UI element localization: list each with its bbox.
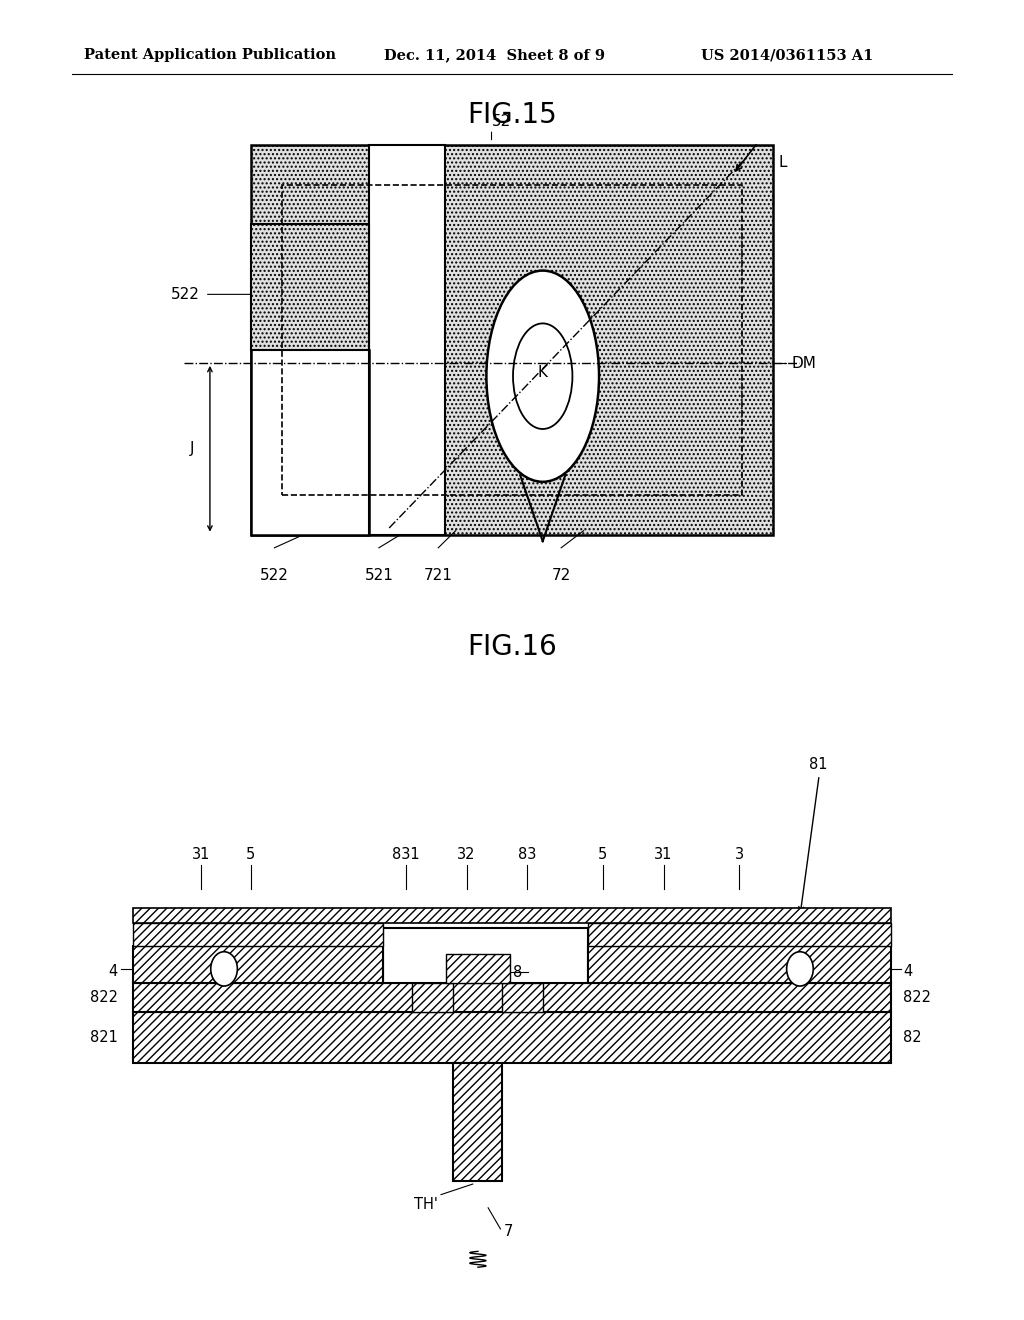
Text: 822: 822 bbox=[90, 990, 118, 1006]
Text: 83: 83 bbox=[518, 847, 537, 862]
Text: 7: 7 bbox=[504, 1224, 513, 1239]
Text: 82: 82 bbox=[903, 1030, 922, 1045]
Text: 522: 522 bbox=[260, 568, 289, 582]
Bar bbox=[251, 145, 773, 535]
Text: 31: 31 bbox=[654, 847, 673, 862]
Bar bbox=[588, 923, 891, 946]
Bar bbox=[133, 1012, 891, 1063]
Text: 8: 8 bbox=[513, 965, 522, 979]
Bar bbox=[369, 145, 445, 535]
Text: L: L bbox=[778, 154, 786, 170]
Bar bbox=[282, 185, 742, 495]
Circle shape bbox=[211, 952, 238, 986]
Polygon shape bbox=[503, 983, 544, 1012]
Text: 31: 31 bbox=[193, 847, 211, 862]
Text: 821: 821 bbox=[90, 1030, 118, 1045]
Bar bbox=[133, 923, 383, 946]
Bar bbox=[133, 908, 891, 923]
Bar bbox=[454, 1063, 503, 1181]
Bar bbox=[251, 350, 369, 535]
Text: Dec. 11, 2014  Sheet 8 of 9: Dec. 11, 2014 Sheet 8 of 9 bbox=[384, 49, 605, 62]
Text: 3: 3 bbox=[735, 847, 743, 862]
Text: FIG.16: FIG.16 bbox=[467, 632, 557, 661]
Polygon shape bbox=[413, 983, 454, 1012]
Bar bbox=[445, 954, 510, 983]
Bar bbox=[133, 946, 383, 983]
Bar bbox=[588, 946, 891, 983]
Text: 522: 522 bbox=[171, 286, 200, 302]
Text: US 2014/0361153 A1: US 2014/0361153 A1 bbox=[701, 49, 873, 62]
Text: 4: 4 bbox=[903, 965, 912, 979]
Ellipse shape bbox=[486, 271, 599, 482]
Text: FIG.15: FIG.15 bbox=[467, 100, 557, 129]
Text: 831: 831 bbox=[392, 847, 420, 862]
Text: J: J bbox=[190, 441, 195, 457]
Text: 52: 52 bbox=[493, 115, 511, 129]
Bar bbox=[383, 928, 588, 983]
Text: TH': TH' bbox=[414, 1197, 438, 1212]
Text: DM: DM bbox=[792, 355, 816, 371]
Bar bbox=[454, 1063, 503, 1181]
Text: 72: 72 bbox=[552, 568, 570, 582]
Circle shape bbox=[786, 952, 813, 986]
Bar bbox=[251, 224, 369, 350]
Text: 521: 521 bbox=[365, 568, 393, 582]
Text: 721: 721 bbox=[424, 568, 453, 582]
Text: 4: 4 bbox=[109, 965, 118, 979]
Text: 822: 822 bbox=[903, 990, 931, 1006]
Ellipse shape bbox=[513, 323, 572, 429]
Bar bbox=[133, 983, 891, 1012]
Text: Patent Application Publication: Patent Application Publication bbox=[84, 49, 336, 62]
Text: K: K bbox=[538, 364, 548, 380]
Text: 81: 81 bbox=[809, 758, 827, 772]
Text: 32: 32 bbox=[458, 847, 476, 862]
Text: 5: 5 bbox=[598, 847, 607, 862]
Text: 5: 5 bbox=[246, 847, 255, 862]
